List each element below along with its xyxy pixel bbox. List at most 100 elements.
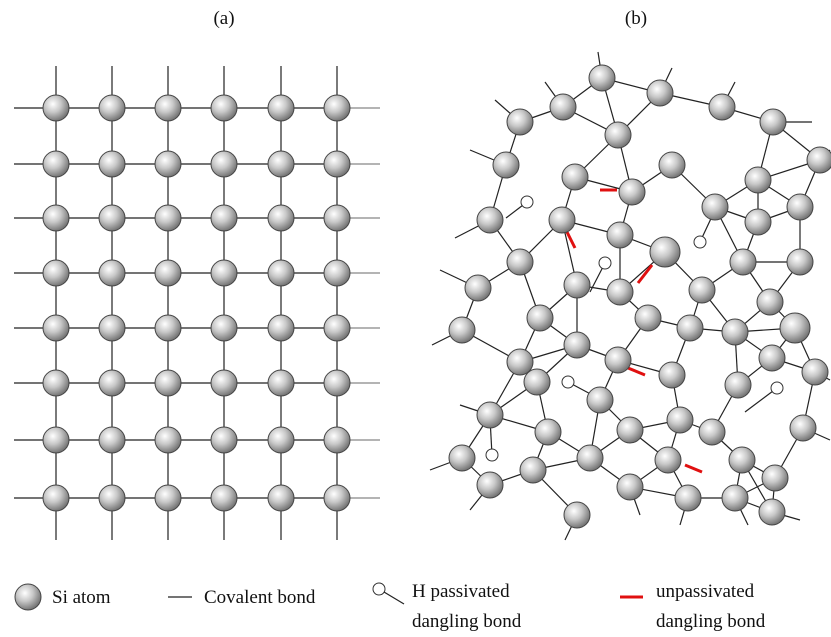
legend-label: Si atom — [52, 587, 111, 608]
si-atom — [722, 319, 748, 345]
si-atom — [43, 95, 69, 121]
si-atom — [155, 370, 181, 396]
si-atom — [99, 95, 125, 121]
si-atom — [675, 485, 701, 511]
si-atom — [659, 362, 685, 388]
dangling-bond — [628, 368, 645, 375]
si-atom — [155, 205, 181, 231]
si-atom — [449, 445, 475, 471]
si-atom — [155, 427, 181, 453]
legend-label: Covalent bond — [204, 587, 316, 608]
si-atom — [667, 407, 693, 433]
si-atom — [564, 272, 590, 298]
si-atom — [589, 65, 615, 91]
si-atom — [527, 305, 553, 331]
si-atom — [477, 207, 503, 233]
si-atom — [802, 359, 828, 385]
si-atom — [99, 260, 125, 286]
si-atom — [493, 152, 519, 178]
si-atom — [787, 194, 813, 220]
legend-h-bond — [384, 592, 404, 604]
legend-label: dangling bond — [656, 611, 766, 632]
si-atom — [722, 485, 748, 511]
si-atom — [99, 427, 125, 453]
si-atom — [324, 485, 350, 511]
si-atom — [807, 147, 831, 173]
h-atom — [521, 196, 533, 208]
legend-atom — [15, 584, 41, 610]
si-atom — [607, 279, 633, 305]
si-atom — [689, 277, 715, 303]
si-atom — [760, 109, 786, 135]
si-atom — [43, 427, 69, 453]
si-atom — [268, 370, 294, 396]
si-atom — [605, 122, 631, 148]
si-atom — [268, 485, 294, 511]
atoms — [43, 65, 831, 528]
si-atom — [324, 151, 350, 177]
si-atom — [268, 427, 294, 453]
si-atom — [507, 249, 533, 275]
si-atom — [211, 485, 237, 511]
si-atom — [655, 447, 681, 473]
si-atom — [709, 94, 735, 120]
si-atom — [702, 194, 728, 220]
si-atom — [324, 95, 350, 121]
si-atom — [211, 151, 237, 177]
si-atom — [550, 94, 576, 120]
si-atom — [790, 415, 816, 441]
si-atom — [211, 260, 237, 286]
si-atom — [477, 402, 503, 428]
si-atom — [659, 152, 685, 178]
legend: Si atom Covalent bond H passivated dangl… — [15, 581, 766, 632]
h-atom — [562, 376, 574, 388]
h-atom — [771, 382, 783, 394]
si-atom — [268, 95, 294, 121]
legend-label: dangling bond — [412, 611, 522, 632]
si-atom — [211, 95, 237, 121]
si-atom — [99, 315, 125, 341]
si-atom — [477, 472, 503, 498]
si-atom — [99, 151, 125, 177]
si-atom — [617, 417, 643, 443]
figure: (a) (b) Si atom Covalent bond H passivat… — [0, 0, 831, 637]
si-atom — [730, 249, 756, 275]
panel-label: (b) — [625, 8, 647, 29]
si-atom — [268, 315, 294, 341]
legend-label: H passivated — [412, 581, 510, 602]
si-atom — [43, 315, 69, 341]
si-atom — [607, 222, 633, 248]
si-atom — [43, 485, 69, 511]
si-atom — [268, 260, 294, 286]
si-atom — [787, 249, 813, 275]
si-atom — [43, 151, 69, 177]
si-atom — [605, 347, 631, 373]
si-atom — [564, 332, 590, 358]
si-atom — [535, 419, 561, 445]
si-atom — [650, 237, 680, 267]
si-atom — [43, 205, 69, 231]
h-atom — [694, 236, 706, 248]
si-atom — [524, 369, 550, 395]
si-atom — [617, 474, 643, 500]
si-atom — [520, 457, 546, 483]
si-atom — [507, 109, 533, 135]
si-atom — [324, 427, 350, 453]
si-atom — [211, 205, 237, 231]
si-atom — [211, 370, 237, 396]
panel-label: (a) — [213, 8, 234, 29]
si-atom — [43, 370, 69, 396]
si-atom — [211, 315, 237, 341]
si-atom — [465, 275, 491, 301]
si-atom — [324, 315, 350, 341]
si-atom — [449, 317, 475, 343]
h-atom — [486, 449, 498, 461]
si-atom — [587, 387, 613, 413]
si-atom — [324, 205, 350, 231]
si-atom — [729, 447, 755, 473]
si-atom — [155, 260, 181, 286]
si-atom — [780, 313, 810, 343]
si-atom — [745, 209, 771, 235]
si-atom — [762, 465, 788, 491]
h-atom — [599, 257, 611, 269]
